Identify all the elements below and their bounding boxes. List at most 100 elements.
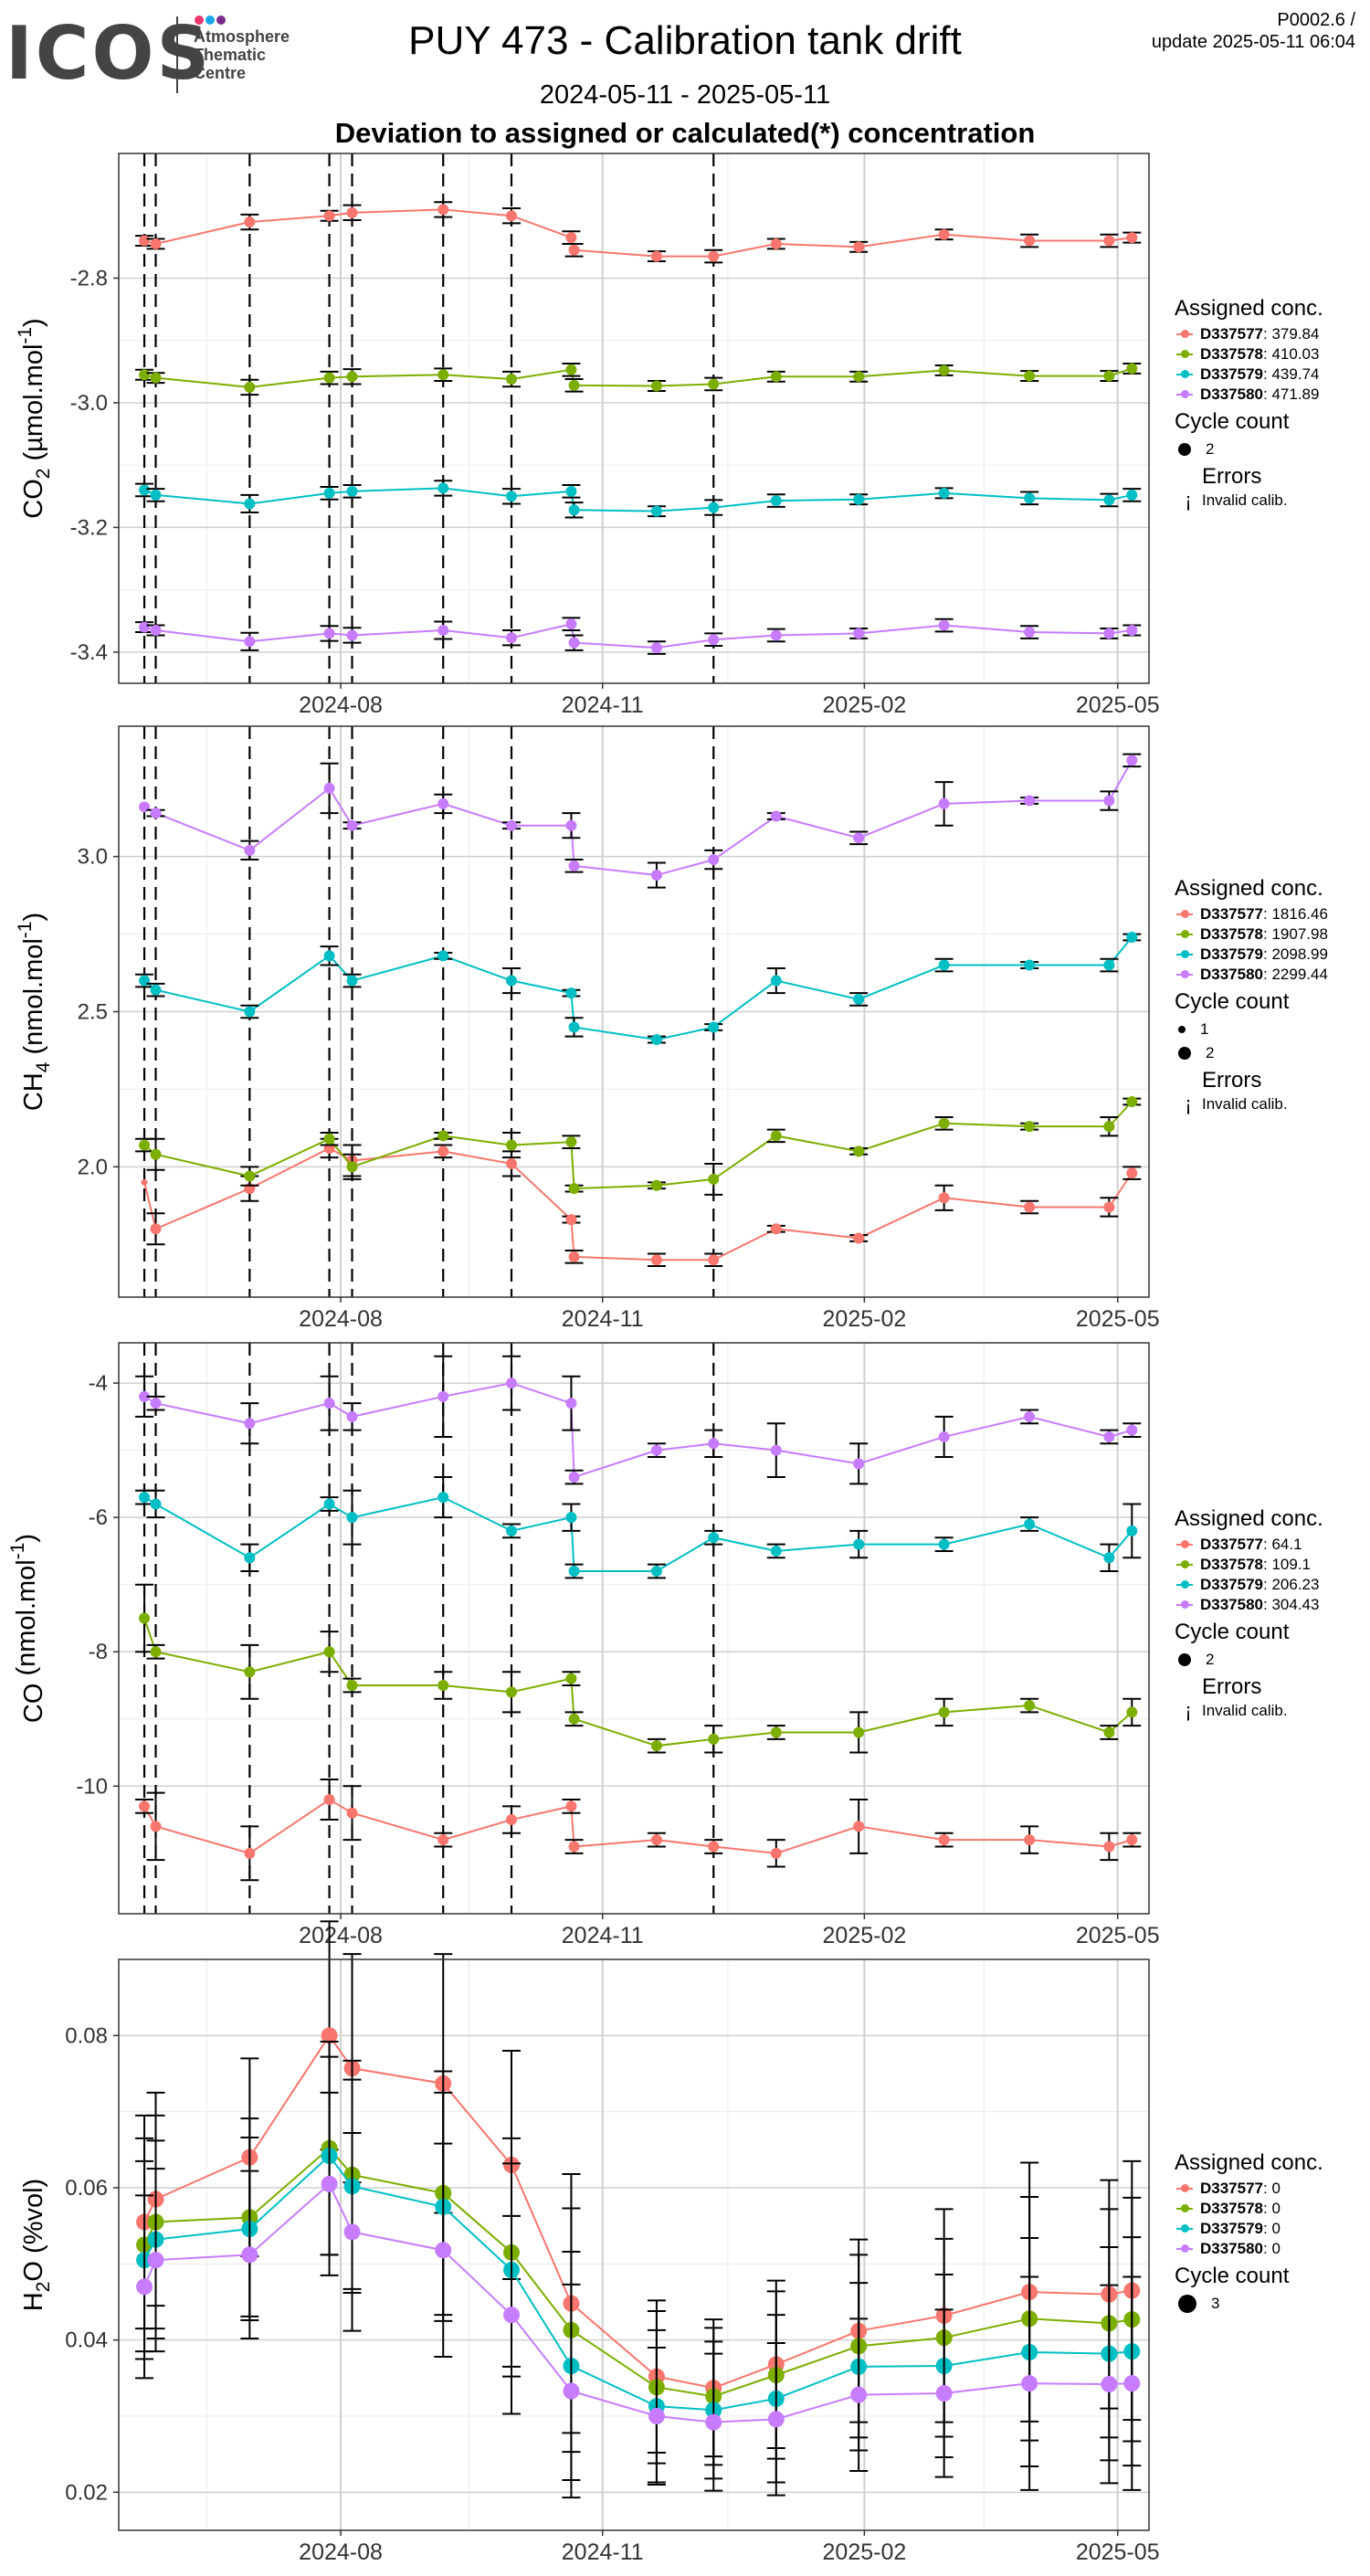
legend-swatch — [1175, 324, 1200, 344]
data-point-D337579 — [770, 1545, 782, 1557]
data-point-D337580 — [850, 2386, 868, 2403]
series-line-D337577 — [143, 2033, 1133, 2390]
data-point-D337578 — [437, 369, 449, 381]
data-point-D337577 — [565, 232, 577, 244]
legend-series-label: D337579: 439.74 — [1200, 365, 1320, 383]
plot-background — [119, 1343, 1149, 1914]
data-point-D337577 — [1103, 1201, 1115, 1213]
data-point-D337579 — [244, 498, 256, 510]
data-point-D337580 — [244, 636, 256, 648]
data-point-D337577 — [568, 1841, 580, 1853]
x-tick-label: 2025-05 — [1076, 692, 1160, 718]
data-point-D337578 — [650, 1740, 662, 1752]
data-point-D337579 — [565, 485, 577, 497]
data-point-D337578 — [708, 378, 720, 390]
data-point-D337580 — [770, 1444, 782, 1456]
data-point-D337578 — [1024, 370, 1036, 382]
legend-swatch — [1175, 344, 1200, 364]
legend-swatch — [1175, 2239, 1200, 2259]
x-tick-label: 2024-08 — [299, 692, 383, 718]
data-point-D337580 — [1123, 2375, 1141, 2392]
plot-frame — [118, 1342, 1150, 1915]
data-point-D337579 — [323, 1498, 335, 1510]
y-tick-label: -4 — [89, 1371, 108, 1396]
data-point-D337579 — [708, 1532, 720, 1544]
data-point-D337578 — [346, 1680, 358, 1691]
data-point-D337578 — [150, 1148, 162, 1160]
series-line-D337579 — [143, 2154, 1133, 2412]
data-point-D337580 — [147, 2252, 164, 2269]
data-point-D337578 — [506, 1139, 518, 1151]
data-point-D337580 — [708, 1438, 720, 1450]
legend-swatch — [1175, 945, 1200, 965]
data-point-D337579 — [323, 950, 335, 962]
data-point-D337577 — [150, 1821, 162, 1832]
data-point-D337579 — [139, 1492, 151, 1504]
data-point-D337579 — [323, 487, 335, 499]
data-point-D337580 — [770, 810, 782, 822]
x-tick-label: 2024-08 — [299, 2539, 383, 2565]
data-point-D337577 — [708, 1841, 720, 1853]
legend-swatch — [1175, 924, 1200, 945]
legend-error-item: ¡ Invalid calib. — [1175, 1701, 1323, 1721]
data-point-D337578 — [323, 1646, 335, 1658]
legend-error-item: ¡ Invalid calib. — [1175, 1094, 1328, 1114]
legend-swatch — [1175, 2179, 1200, 2199]
data-point-D337580 — [1103, 1431, 1115, 1442]
data-point-D337579 — [853, 993, 865, 1005]
plot-background — [119, 1959, 1149, 2530]
legend-title-cycle: Cycle count — [1175, 1620, 1290, 1644]
legend-item: D337577: 379.84 — [1175, 324, 1323, 344]
data-point-D337577 — [1103, 1841, 1115, 1853]
x-tick-label: 2025-02 — [823, 1923, 907, 1948]
data-point-D337580 — [1021, 2375, 1038, 2392]
data-point-D337578 — [770, 1130, 782, 1142]
data-point-D337577 — [1024, 1834, 1036, 1846]
data-point-D337577 — [139, 1800, 151, 1812]
data-point-D337580 — [568, 860, 580, 871]
data-point-D337578 — [346, 371, 358, 383]
data-point-D337577 — [150, 238, 162, 249]
data-point-D337578 — [346, 1161, 358, 1173]
data-point-D337577 — [770, 1223, 782, 1235]
y-tick-label: 2.0 — [78, 1155, 108, 1179]
y-axis-label: H2O (%vol) — [19, 2179, 54, 2311]
data-point-D337578 — [938, 364, 950, 376]
date-range: 2024-05-11 - 2025-05-11 — [539, 80, 831, 110]
y-tick-label: -2.8 — [70, 266, 108, 290]
data-point-D337579 — [1103, 1552, 1115, 1564]
legend-title-assigned: Assigned conc. — [1175, 876, 1323, 901]
data-point-D337579 — [770, 975, 782, 987]
icos-logo: ICOS — [5, 11, 213, 96]
x-tick-label: 2024-08 — [299, 1306, 383, 1332]
data-point-D337577 — [1126, 1834, 1138, 1846]
series-line-D337580 — [143, 2182, 1133, 2423]
legend-item: D337579: 2098.99 — [1175, 945, 1328, 965]
data-point-D337579 — [244, 1006, 256, 1018]
legend-title-errors: Errors — [1202, 1674, 1262, 1699]
data-point-D337578 — [506, 1686, 518, 1698]
panel-3: -4 -6 -8 -10 2024-08 2024-11 2025-02 2025-05 CO … — [7, 1342, 1160, 1948]
update-timestamp: update 2025-05-11 06:04 — [1151, 32, 1355, 52]
data-point-D337579 — [346, 1512, 358, 1524]
data-point-D337580 — [1024, 795, 1036, 807]
legend-swatch — [1175, 904, 1200, 924]
legend-series-label: D337578: 410.03 — [1200, 345, 1320, 363]
data-point-D337577 — [565, 1214, 577, 1226]
panel-1: -2.8 -3.0 -3.2 -3.4 2024-08 2024-11 2025-02 202… — [15, 153, 1160, 718]
data-point-D337578 — [938, 1117, 950, 1129]
data-point-D337577 — [1024, 1201, 1036, 1213]
data-point-D337580 — [650, 870, 662, 882]
data-point-D337580 — [1126, 1424, 1138, 1436]
x-tick-label: 2024-11 — [562, 692, 644, 718]
data-point-D337577 — [770, 238, 782, 249]
logo-sub-line-2: Thematic — [194, 46, 267, 64]
data-point-D337577 — [150, 1223, 162, 1235]
legend-title-cycle: Cycle count — [1175, 2264, 1290, 2288]
data-point-D337579 — [244, 1552, 256, 1564]
data-point-D337580 — [568, 637, 580, 649]
data-point-D337577 — [650, 1254, 662, 1266]
data-point-D337580 — [935, 2385, 953, 2402]
data-point-D337577 — [568, 244, 580, 256]
legend-series-label: D337577: 379.84 — [1200, 325, 1320, 343]
